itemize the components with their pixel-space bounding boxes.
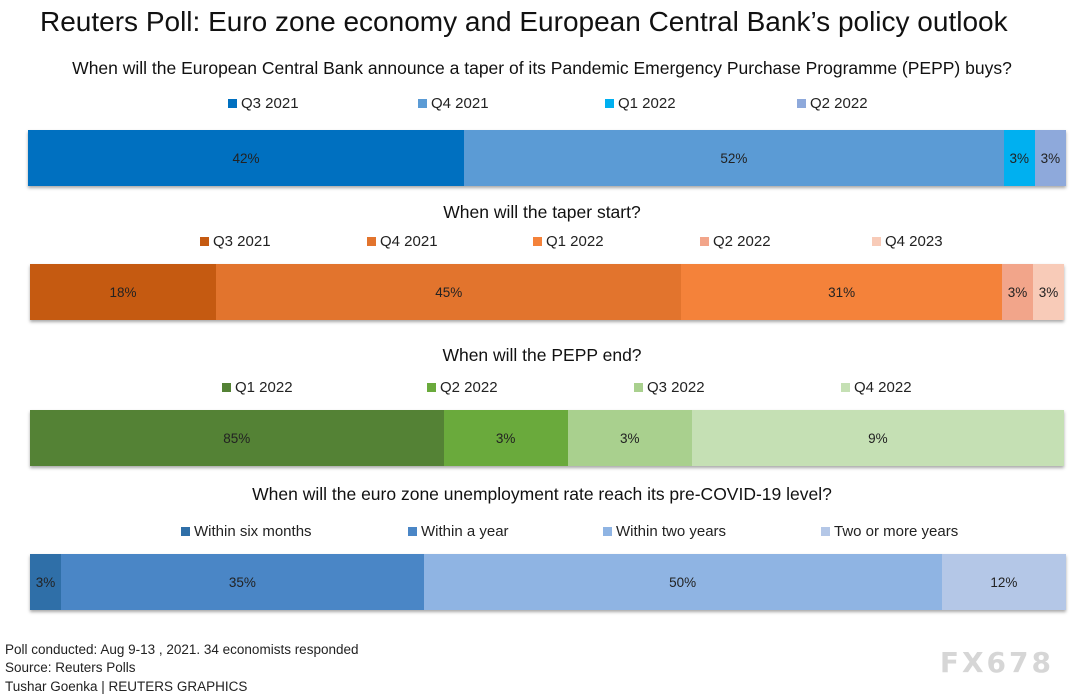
legend-swatch [427, 383, 436, 392]
legend-item-4-3: Within two years [603, 523, 726, 540]
legend-swatch [603, 527, 612, 536]
legend-item-3-4: Q4 2022 [841, 379, 912, 396]
legend-swatch [408, 527, 417, 536]
bar-segment-4-2: 35% [61, 554, 424, 610]
legend-swatch [533, 237, 542, 246]
legend-item-3-3: Q3 2022 [634, 379, 705, 396]
legend-label: Q4 2021 [431, 95, 489, 112]
legend-item-1-2: Q4 2021 [418, 95, 489, 112]
legend-item-4-2: Within a year [408, 523, 509, 540]
bar-segment-3-3: 3% [567, 410, 692, 466]
bar-segment-4-3: 50% [423, 554, 942, 610]
legend-item-1-1: Q3 2021 [228, 95, 299, 112]
legend-label: Q1 2022 [618, 95, 676, 112]
panel-4-legend: Within six months Within a year Within two… [0, 523, 1084, 543]
panel-2-legend: Q3 2021 Q4 2021 Q1 2022 Q2 2022 Q4 2023 [0, 233, 1084, 253]
legend-swatch [228, 99, 237, 108]
legend-swatch [181, 527, 190, 536]
footer-poll-info: Poll conducted: Aug 9-13 , 2021. 34 econ… [5, 642, 359, 657]
footer-source: Source: Reuters Polls [5, 660, 136, 675]
legend-item-4-4: Two or more years [821, 523, 958, 540]
legend-swatch [222, 383, 231, 392]
bar-segment-2-2: 45% [216, 264, 682, 320]
bar-segment-1-1: 42% [28, 130, 464, 186]
bar-segment-1-2: 52% [463, 130, 1004, 186]
legend-label: Within six months [194, 523, 312, 540]
bar-segment-1-3: 3% [1003, 130, 1035, 186]
legend-label: Q2 2022 [713, 233, 771, 250]
legend-item-3-1: Q1 2022 [222, 379, 293, 396]
legend-swatch [821, 527, 830, 536]
legend-label: Q2 2022 [440, 379, 498, 396]
panel-2-question: When will the taper start? [443, 202, 641, 222]
legend-swatch [700, 237, 709, 246]
panel-3-legend: Q1 2022 Q2 2022 Q3 2022 Q4 2022 [0, 379, 1084, 399]
legend-swatch [605, 99, 614, 108]
panel-4-question: When will the euro zone unemployment rat… [252, 484, 832, 504]
legend-swatch [797, 99, 806, 108]
bar-segment-4-4: 12% [941, 554, 1066, 610]
panel-4-bar: 3% 35% 50% 12% [30, 554, 1066, 610]
legend-item-2-1: Q3 2021 [200, 233, 271, 250]
panel-3-question: When will the PEPP end? [442, 345, 642, 365]
bar-segment-2-1: 18% [30, 264, 217, 320]
legend-item-2-5: Q4 2023 [872, 233, 943, 250]
bar-segment-1-4: 3% [1034, 130, 1066, 186]
bar-segment-2-5: 3% [1032, 264, 1064, 320]
legend-label: Q1 2022 [546, 233, 604, 250]
legend-item-4-1: Within six months [181, 523, 312, 540]
bar-segment-3-2: 3% [443, 410, 568, 466]
legend-swatch [367, 237, 376, 246]
legend-swatch [418, 99, 427, 108]
legend-item-2-3: Q1 2022 [533, 233, 604, 250]
bar-segment-3-1: 85% [30, 410, 444, 466]
bar-segment-4-1: 3% [30, 554, 62, 610]
panel-3-bar: 85% 3% 3% 9% [30, 410, 1064, 466]
legend-item-2-4: Q2 2022 [700, 233, 771, 250]
legend-item-3-2: Q2 2022 [427, 379, 498, 396]
legend-label: Two or more years [834, 523, 959, 540]
bar-segment-2-3: 31% [681, 264, 1002, 320]
footer-credit: Tushar Goenka | REUTERS GRAPHICS [5, 679, 248, 694]
legend-item-1-3: Q1 2022 [605, 95, 676, 112]
legend-label: Q4 2022 [854, 379, 912, 396]
legend-item-1-4: Q2 2022 [797, 95, 868, 112]
legend-label: Q3 2022 [647, 379, 705, 396]
legend-label: Q1 2022 [235, 379, 293, 396]
panel-1-legend: Q3 2021 Q4 2021 Q1 2022 Q2 2022 [0, 95, 1084, 115]
bar-segment-2-4: 3% [1001, 264, 1033, 320]
legend-swatch [841, 383, 850, 392]
panel-2-bar: 18% 45% 31% 3% 3% [30, 264, 1064, 320]
legend-label: Q4 2021 [380, 233, 438, 250]
chart-title: Reuters Poll: Euro zone economy and Euro… [40, 6, 1008, 37]
legend-label: Q3 2021 [213, 233, 271, 250]
bar-segment-3-4: 9% [691, 410, 1064, 466]
legend-label: Q4 2023 [885, 233, 943, 250]
legend-item-2-2: Q4 2021 [367, 233, 438, 250]
legend-swatch [872, 237, 881, 246]
legend-label: Q2 2022 [810, 95, 868, 112]
legend-label: Within two years [616, 523, 727, 540]
legend-label: Q3 2021 [241, 95, 299, 112]
legend-label: Within a year [421, 523, 509, 540]
panel-1-question: When will the European Central Bank anno… [72, 58, 1012, 78]
watermark-logo: FX678 [939, 646, 1054, 679]
panel-1-bar: 42% 52% 3% 3% [28, 130, 1066, 186]
legend-swatch [634, 383, 643, 392]
legend-swatch [200, 237, 209, 246]
